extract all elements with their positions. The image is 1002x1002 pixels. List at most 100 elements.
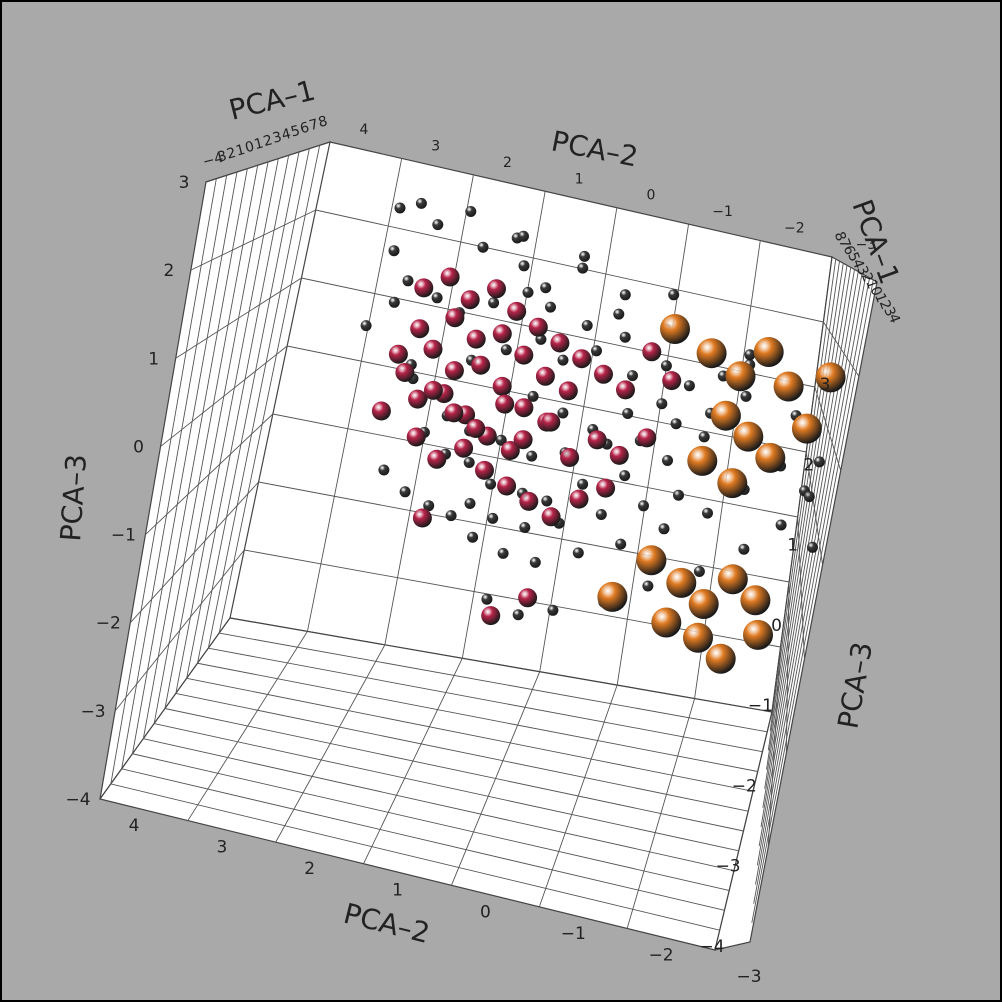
left-wall-gridline-u [207,148,310,649]
data-point-series-2 [500,441,520,460]
data-point-series-1 [467,531,479,543]
data-point-series-2 [497,476,517,496]
tick-label-left-z: 1 [148,349,159,369]
data-point-series-2 [487,279,506,299]
tick-label-top-y: 3 [431,138,440,154]
data-point-series-1 [577,478,589,490]
data-point-series-2 [569,489,589,509]
data-point-series-1 [360,320,372,332]
left-wall-gridline-u [164,161,269,709]
data-point-series-1 [615,538,627,550]
data-point-series-3 [710,400,741,431]
data-point-series-3 [815,362,846,393]
tick-label-left-z: 3 [179,173,190,193]
data-point-series-1 [803,491,815,503]
data-point-series-1 [579,250,590,262]
data-point-series-3 [773,371,804,402]
tick-label-bottom-y: 2 [304,859,315,879]
data-point-series-3 [687,445,718,476]
floor-gridline-v [143,738,735,872]
tick-label-top-y: −1 [712,204,733,220]
data-point-series-1 [402,275,414,287]
data-point-series-1 [388,245,400,257]
data-point-series-1 [432,219,444,231]
tick-label-top-x: 8 [317,113,330,131]
data-point-series-2 [513,430,533,450]
data-point-series-1 [670,418,682,430]
back-wall-gridline-u [539,207,618,672]
data-point-series-1 [619,331,631,343]
back-wall-gridline-v [315,209,824,323]
data-point-series-1 [481,593,493,605]
data-point-series-3 [717,468,748,499]
data-point-series-1 [526,450,538,462]
data-point-series-1 [464,498,476,509]
data-point-series-1 [547,604,559,616]
tick-label-bottom-y: 4 [129,816,140,836]
left-wall-gridline-u [142,168,248,739]
data-point-series-2 [507,301,527,321]
data-point-series-2 [541,507,561,527]
data-point-series-2 [454,438,474,458]
data-point-series-1 [613,308,625,320]
floor-gridline-v [175,692,749,812]
data-point-series-2 [445,308,465,328]
right-wall-gridline-v [823,321,860,377]
data-point-series-1 [638,500,649,512]
data-point-series-2 [519,491,539,511]
tick-label-left-z: −1 [111,526,136,546]
data-point-series-3 [696,338,727,369]
data-point-series-1 [775,519,787,531]
tick-label-top-y: −3 [856,237,877,253]
tick-label-left-z: −3 [81,702,106,722]
tick-label-top-x: 2 [225,145,238,163]
data-point-series-3 [666,567,697,598]
right-wall-gridline-v [767,646,782,848]
data-point-series-1 [477,241,489,253]
back-wall-gridline-v [272,413,798,518]
data-point-series-1 [595,509,607,520]
data-point-series-2 [423,380,443,400]
data-point-series-2 [444,403,464,423]
right-wall-gridline-u [751,279,874,923]
data-point-series-1 [465,206,477,217]
back-wall-gridline-u [616,224,690,686]
right-wall-gridline-u [767,261,840,751]
tick-label-left-z: 0 [133,437,144,457]
right-wall-gridline-v [785,581,790,754]
tick-label-top-y: 2 [503,155,512,171]
back-wall-gridline-u [306,158,403,632]
data-point-series-2 [594,364,613,384]
data-point-series-2 [406,427,426,447]
tick-label-top-x: 3 [271,129,284,147]
data-point-series-2 [471,355,491,375]
data-point-series-1 [813,456,825,468]
tick-label-bottom-y: 3 [216,838,227,858]
data-point-series-1 [545,301,556,313]
data-point-series-2 [388,344,408,364]
data-point-series-2 [481,606,501,626]
data-point-series-1 [683,380,695,392]
data-point-series-1 [394,202,406,214]
data-point-series-1 [399,486,411,498]
data-point-series-1 [388,296,400,308]
data-point-series-2 [460,290,480,310]
data-point-series-1 [518,230,529,242]
tick-label-top-x: 1 [234,142,247,160]
tick-label-top-x: 6 [298,120,311,138]
data-point-series-2 [427,449,447,469]
data-point-series-2 [444,361,464,381]
tick-label-top-y: 4 [360,122,369,138]
tick-label-top-y: 1 [575,171,584,187]
data-point-series-2 [637,428,657,448]
data-point-series-3 [743,619,773,650]
data-point-series-1 [512,609,524,621]
left-wall-gridline-u [175,158,279,694]
floor-gridline-v [154,723,739,852]
data-point-series-3 [733,421,764,452]
data-point-series-1 [738,543,750,555]
left-wall-gridline-v [145,413,274,535]
data-point-series-2 [528,317,548,337]
tick-label-top-x: 3 [216,148,229,166]
